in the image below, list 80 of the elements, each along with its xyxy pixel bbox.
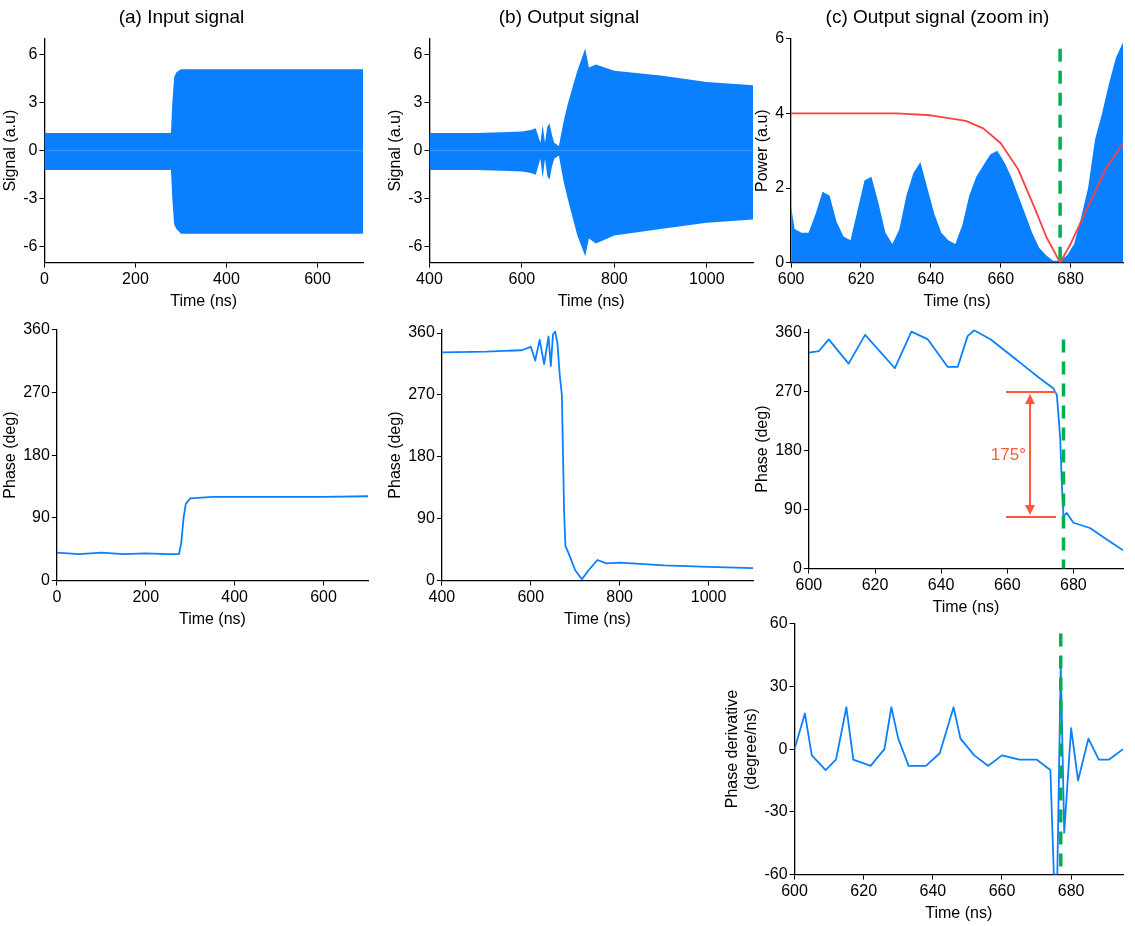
y-axis-title: Phase (deg) — [753, 405, 771, 493]
x-axis-title: Time (ns) — [557, 291, 625, 309]
x-tick-label: 680 — [1057, 269, 1085, 287]
x-tick-label: 400 — [213, 269, 240, 287]
x-axis-title: Time (ns) — [923, 291, 991, 309]
x-tick-label: 600 — [795, 575, 823, 593]
x-tick-label: 640 — [917, 269, 945, 287]
x-tick-label: 1000 — [688, 269, 725, 287]
x-axis-title: Time (ns) — [170, 291, 238, 309]
y-tick-label: 0 — [775, 253, 785, 271]
chart-title: (a) Input signal — [118, 5, 245, 27]
x-tick-label: 640 — [927, 575, 955, 593]
y-tick-label: -3 — [408, 189, 423, 207]
x-tick-label: 640 — [919, 881, 947, 899]
y-tick-label: -6 — [408, 237, 423, 255]
x-tick-label: 800 — [600, 269, 628, 287]
y-tick-label: 90 — [32, 508, 50, 526]
y-tick-label: 360 — [408, 323, 435, 341]
y-tick-label: 0 — [792, 559, 802, 577]
y-tick-label: 6 — [413, 45, 423, 63]
y-tick-label: 270 — [23, 382, 50, 400]
y-tick-label: -30 — [764, 802, 788, 820]
chart-title: (c) Output signal (zoom in) — [825, 5, 1050, 27]
y-tick-label: 4 — [775, 103, 785, 121]
y-tick-label: 60 — [769, 614, 788, 632]
chart-title: (b) Output signal — [498, 5, 640, 27]
y-tick-label: 3 — [413, 93, 423, 111]
x-tick-label: 680 — [1060, 575, 1087, 593]
y-tick-label: 30 — [769, 676, 788, 694]
x-tick-label: 600 — [781, 881, 808, 899]
y-tick-label: 270 — [408, 385, 435, 403]
x-tick-label: 600 — [304, 269, 331, 287]
x-axis-title: Time (ns) — [178, 609, 246, 627]
y-axis-title: Phase (deg) — [1, 411, 19, 499]
x-tick-label: 660 — [988, 881, 1016, 899]
x-tick-label: 620 — [850, 881, 878, 899]
y-tick-label: 2 — [775, 178, 785, 196]
y-axis-title: Phase (deg) — [386, 411, 404, 499]
x-tick-label: 660 — [987, 269, 1015, 287]
x-tick-label: 1000 — [690, 587, 727, 605]
x-tick-label: 680 — [1057, 881, 1085, 899]
y-tick-label: 90 — [417, 509, 435, 527]
x-tick-label: 620 — [861, 575, 889, 593]
x-tick-label: 660 — [993, 575, 1021, 593]
x-tick-label: 200 — [132, 587, 160, 605]
y-tick-label: -60 — [764, 865, 788, 883]
y-tick-label: 3 — [28, 93, 38, 111]
y-tick-label: 180 — [408, 447, 435, 465]
x-tick-label: 600 — [310, 587, 337, 605]
y-tick-label: 90 — [784, 500, 802, 518]
y-tick-label: 0 — [413, 141, 423, 159]
y-tick-label: 360 — [23, 320, 50, 338]
x-axis-title: Time (ns) — [563, 609, 631, 627]
x-tick-label: 600 — [777, 269, 805, 287]
y-axis-title: Signal (a.u) — [1, 109, 19, 192]
y-axis-title: Phase derivative (degree/ns) — [723, 689, 760, 809]
x-tick-label: 620 — [847, 269, 875, 287]
y-tick-label: -3 — [23, 189, 38, 207]
x-tick-label: 400 — [416, 269, 443, 287]
x-axis-title: Time (ns) — [925, 903, 993, 921]
x-tick-label: 200 — [122, 269, 149, 287]
y-axis-title: Signal (a.u) — [386, 109, 404, 192]
y-tick-label: 360 — [775, 323, 802, 341]
x-axis-title: Time (ns) — [932, 597, 1000, 615]
x-tick-label: 400 — [221, 587, 249, 605]
y-tick-label: 6 — [775, 29, 785, 47]
y-axis-title: Power (a.u) — [753, 109, 771, 193]
y-tick-label: 0 — [778, 739, 788, 757]
y-tick-label: 180 — [775, 441, 802, 459]
x-tick-label: 600 — [517, 587, 545, 605]
x-tick-label: 400 — [428, 587, 456, 605]
y-tick-label: -6 — [23, 237, 38, 255]
x-tick-label: 800 — [606, 587, 634, 605]
y-tick-label: 6 — [28, 45, 38, 63]
y-tick-label: 180 — [23, 445, 50, 463]
annotation: 175° — [990, 444, 1026, 464]
y-tick-label: 0 — [28, 141, 38, 159]
x-tick-label: 600 — [508, 269, 536, 287]
y-tick-label: 270 — [775, 382, 802, 400]
x-tick-label: 0 — [52, 587, 62, 605]
